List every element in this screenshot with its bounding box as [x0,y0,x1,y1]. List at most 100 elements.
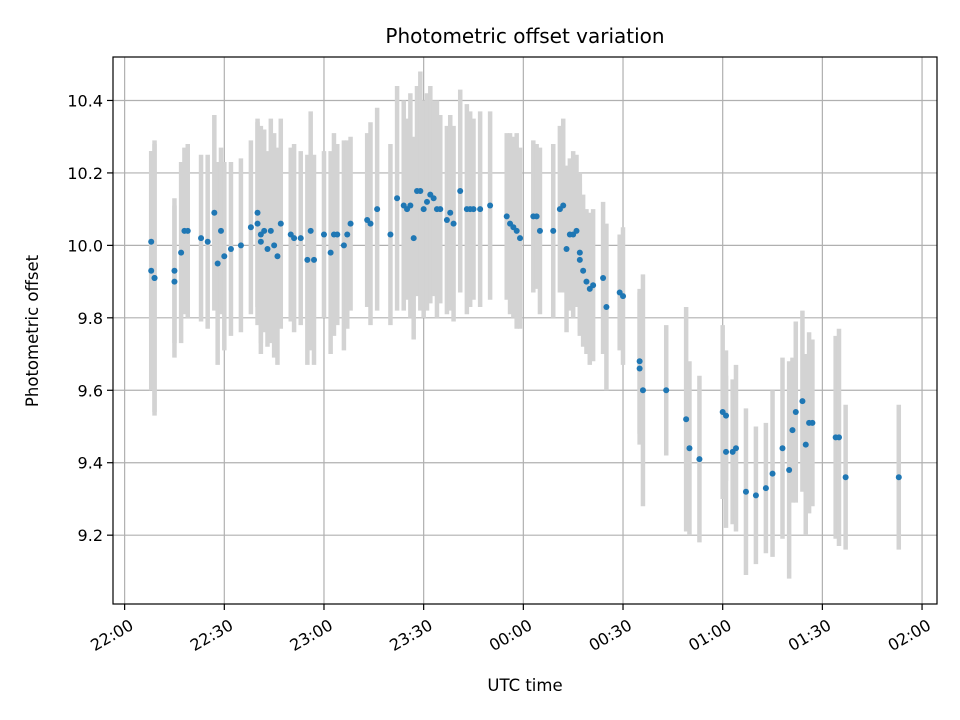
data-points [148,188,902,499]
data-point [277,220,284,227]
y-tick-label: 10.4 [67,91,103,110]
data-point [696,456,703,463]
data-point [563,245,570,252]
data-point [590,282,597,289]
data-point [513,227,520,234]
data-point [636,358,643,365]
data-point [573,227,580,234]
data-point [198,235,205,242]
y-tick-label: 10.0 [67,236,103,255]
data-point [311,256,318,263]
data-point [503,213,510,220]
data-point [600,274,607,281]
data-point [254,209,261,216]
data-point [835,434,842,441]
data-point [271,242,278,249]
data-point [334,231,341,238]
data-point [417,188,424,195]
data-point [487,202,494,209]
data-point [347,220,354,227]
data-point [639,387,646,394]
data-point [842,474,849,481]
data-point [779,445,786,452]
data-point [769,470,776,477]
data-point [264,245,271,252]
data-point [517,235,524,242]
data-point [178,249,185,256]
chart-title: Photometric offset variation [385,24,664,48]
data-point [204,238,211,245]
data-point [297,235,304,242]
data-point [407,202,414,209]
data-point [327,249,334,256]
data-point [420,206,427,213]
data-point [151,274,158,281]
data-point [732,445,739,452]
data-point [261,227,268,234]
plot-frame [112,56,938,605]
data-point [171,267,178,274]
data-point [457,188,464,195]
data-point [254,220,261,227]
data-point [560,202,567,209]
data-point [447,209,454,216]
data-point [374,206,381,213]
data-point [320,231,327,238]
data-point [576,256,583,263]
data-point [620,293,627,300]
data-point [802,441,809,448]
data-point [533,213,540,220]
data-point [470,206,477,213]
data-point [227,245,234,252]
data-point [307,227,314,234]
data-point [257,238,264,245]
data-point [576,249,583,256]
y-tick-label: 10.2 [67,164,103,183]
data-point [410,235,417,242]
y-tick-label: 9.4 [78,454,103,473]
data-point [274,253,281,260]
y-tick-label: 9.6 [78,381,103,400]
data-point [148,238,155,245]
data-point [636,365,643,372]
data-point [752,492,759,499]
data-point [477,206,484,213]
data-point [663,387,670,394]
data-point [214,260,221,267]
data-point [583,278,590,285]
data-point [789,427,796,434]
data-point [450,220,457,227]
data-point [304,256,311,263]
data-point [211,209,218,216]
data-point [742,488,749,495]
data-point [550,227,557,234]
data-point [237,242,244,249]
data-point [247,224,254,231]
data-point [423,198,430,205]
data-point [148,267,155,274]
data-point [723,448,730,455]
data-point [367,220,374,227]
data-point [387,231,394,238]
y-axis-ticks: 9.2 9.4 9.6 9.8 10.0 10.2 10.4 [67,91,113,545]
data-point [344,231,351,238]
data-point [799,398,806,405]
data-point [291,235,298,242]
data-point [603,303,610,310]
y-axis-label: Photometric offset [23,254,42,407]
data-point [430,195,437,202]
data-point [394,195,401,202]
data-point [184,227,191,234]
data-point [580,267,587,274]
data-point [443,217,450,224]
data-point [809,419,816,426]
data-point [895,474,902,481]
data-point [683,416,690,423]
y-tick-label: 9.2 [78,526,103,545]
data-point [267,227,274,234]
data-point [437,206,444,213]
x-axis-label: UTC time [487,676,562,695]
data-point [786,466,793,473]
